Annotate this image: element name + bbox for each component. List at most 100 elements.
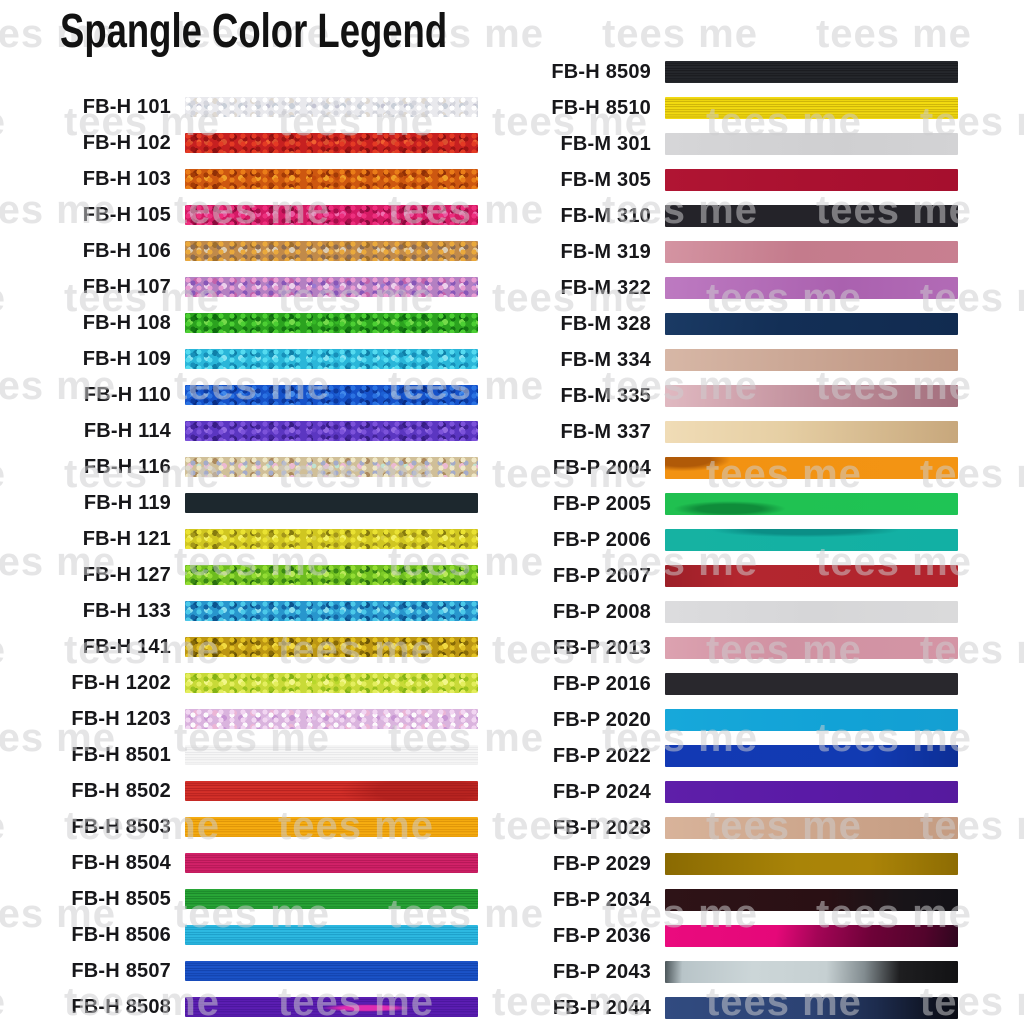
color-code-label: FB-H 121 [82, 528, 171, 550]
legend-row: FB-H 1203 [0, 709, 478, 729]
color-swatch [185, 169, 478, 189]
color-swatch [665, 241, 958, 263]
color-swatch [185, 133, 478, 153]
color-code-label: FB-H 8506 [71, 924, 171, 946]
legend-row: FB-H 109 [0, 349, 478, 369]
page-title: Spangle Color Legend [60, 5, 448, 58]
legend-row: FB-H 8507 [0, 961, 478, 981]
color-code-label: FB-P 2013 [552, 637, 651, 659]
color-swatch [665, 961, 958, 983]
color-swatch [185, 853, 478, 873]
color-code-label: FB-H 101 [82, 96, 171, 118]
legend-row: FB-H 116 [0, 457, 478, 477]
color-code-label: FB-P 2004 [552, 457, 651, 479]
color-swatch [185, 529, 478, 549]
color-code-label: FB-P 2044 [552, 997, 651, 1019]
legend-row: FB-P 2028 [480, 817, 958, 839]
legend-row: FB-H 101 [0, 97, 478, 117]
color-swatch [185, 673, 478, 693]
legend-row: FB-H 8505 [0, 889, 478, 909]
color-code-label: FB-M 322 [560, 277, 651, 299]
color-swatch [665, 673, 958, 695]
color-code-label: FB-H 1203 [71, 708, 171, 730]
legend-row: FB-P 2036 [480, 925, 958, 947]
legend-row: FB-H 8509 [480, 61, 958, 83]
color-swatch [665, 457, 958, 479]
color-swatch [185, 421, 478, 441]
color-code-label: FB-P 2043 [552, 961, 651, 983]
color-code-label: FB-P 2007 [552, 565, 651, 587]
color-swatch [185, 493, 478, 513]
legend-row: FB-H 127 [0, 565, 478, 585]
color-code-label: FB-H 127 [82, 564, 171, 586]
color-swatch [665, 889, 958, 911]
legend-row: FB-P 2006 [480, 529, 958, 551]
color-code-label: FB-H 106 [82, 240, 171, 262]
legend-row: FB-M 301 [480, 133, 958, 155]
color-code-label: FB-P 2008 [552, 601, 651, 623]
legend-row: FB-P 2034 [480, 889, 958, 911]
color-swatch [665, 277, 958, 299]
color-swatch [185, 997, 478, 1017]
legend-row: FB-P 2005 [480, 493, 958, 515]
color-code-label: FB-H 114 [83, 420, 171, 442]
color-code-label: FB-M 337 [560, 421, 651, 443]
color-code-label: FB-H 1202 [71, 672, 171, 694]
color-swatch [185, 889, 478, 909]
color-swatch [185, 565, 478, 585]
legend-row: FB-P 2043 [480, 961, 958, 983]
color-swatch [185, 277, 478, 297]
legend-row: FB-H 110 [0, 385, 478, 405]
legend-row: FB-H 133 [0, 601, 478, 621]
legend-row: FB-H 141 [0, 637, 478, 657]
color-swatch [665, 385, 958, 407]
legend-row: FB-P 2013 [480, 637, 958, 659]
color-swatch [665, 529, 958, 551]
legend-row: FB-P 2016 [480, 673, 958, 695]
color-swatch [665, 817, 958, 839]
color-code-label: FB-P 2034 [552, 889, 651, 911]
color-swatch [185, 241, 478, 261]
color-swatch [665, 97, 958, 119]
color-code-label: FB-H 8510 [551, 97, 651, 119]
color-swatch [185, 925, 478, 945]
color-swatch [665, 853, 958, 875]
color-swatch [665, 349, 958, 371]
legend-row: FB-H 119 [0, 493, 478, 513]
legend-row: FB-M 337 [480, 421, 958, 443]
legend-row: FB-M 334 [480, 349, 958, 371]
color-code-label: FB-H 8501 [71, 744, 171, 766]
legend-row: FB-H 121 [0, 529, 478, 549]
color-code-label: FB-H 141 [82, 636, 171, 658]
color-swatch [185, 457, 478, 477]
legend-row: FB-H 8506 [0, 925, 478, 945]
color-code-label: FB-H 8509 [551, 61, 651, 83]
legend-row: FB-M 305 [480, 169, 958, 191]
legend-row: FB-P 2029 [480, 853, 958, 875]
legend-row: FB-H 103 [0, 169, 478, 189]
legend-row: FB-M 335 [480, 385, 958, 407]
color-swatch [665, 709, 958, 731]
color-code-label: FB-H 133 [82, 600, 171, 622]
color-swatch [185, 637, 478, 657]
color-code-label: FB-H 8504 [71, 852, 171, 874]
color-swatch [665, 205, 958, 227]
color-swatch [665, 493, 958, 515]
color-swatch [185, 205, 478, 225]
color-swatch [665, 169, 958, 191]
legend-row: FB-M 322 [480, 277, 958, 299]
legend-row: FB-M 319 [480, 241, 958, 263]
color-code-label: FB-M 334 [560, 349, 651, 371]
color-code-label: FB-P 2020 [552, 709, 651, 731]
legend-row: FB-P 2044 [480, 997, 958, 1019]
color-code-label: FB-H 108 [82, 312, 171, 334]
legend-row: FB-H 105 [0, 205, 478, 225]
legend-row: FB-P 2004 [480, 457, 958, 479]
color-code-label: FB-P 2028 [552, 817, 651, 839]
color-swatch [665, 133, 958, 155]
legend-row: FB-P 2008 [480, 601, 958, 623]
legend-row: FB-H 1202 [0, 673, 478, 693]
color-code-label: FB-H 110 [83, 384, 171, 406]
legend-row: FB-M 328 [480, 313, 958, 335]
color-swatch [665, 313, 958, 335]
